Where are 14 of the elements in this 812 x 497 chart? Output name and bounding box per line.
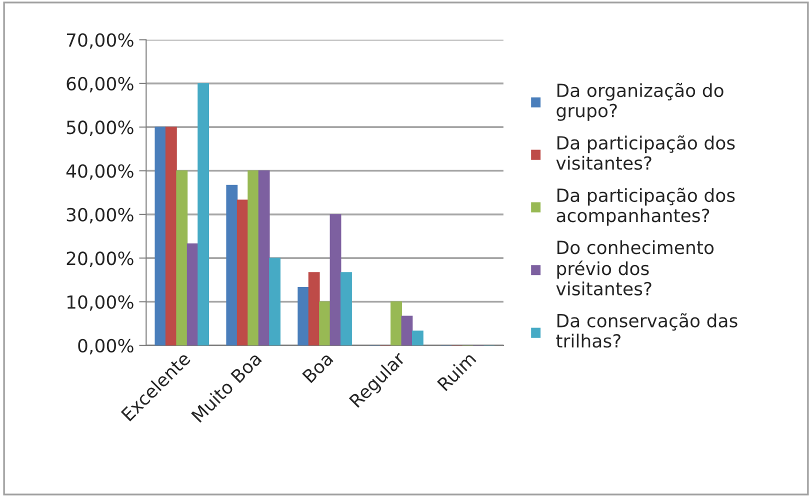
y-tick-label: 10,00% — [67, 295, 134, 311]
legend-label: Da organização do grupo? — [556, 82, 724, 121]
legend-label: Da conservação das trilhas? — [556, 313, 738, 348]
y-tick-label: 30,00% — [66, 208, 134, 224]
y-tick-label: 50,00% — [66, 120, 134, 136]
legend-label: Da participação dos acompanhantes? — [556, 188, 735, 226]
legend-label: Da participação dos visitantes? — [556, 135, 735, 170]
y-tick-label: 0,00% — [78, 338, 134, 354]
y-tick-label: 60,00% — [66, 76, 134, 92]
y-tick-label: 20,00% — [66, 252, 134, 268]
x-tick-label: Boa — [302, 352, 334, 384]
y-tick-label: 40,00% — [66, 164, 134, 180]
y-tick-label: 70,00% — [66, 33, 134, 49]
legend-label: Do conhecimento prévio dos visitantes? — [556, 240, 714, 296]
